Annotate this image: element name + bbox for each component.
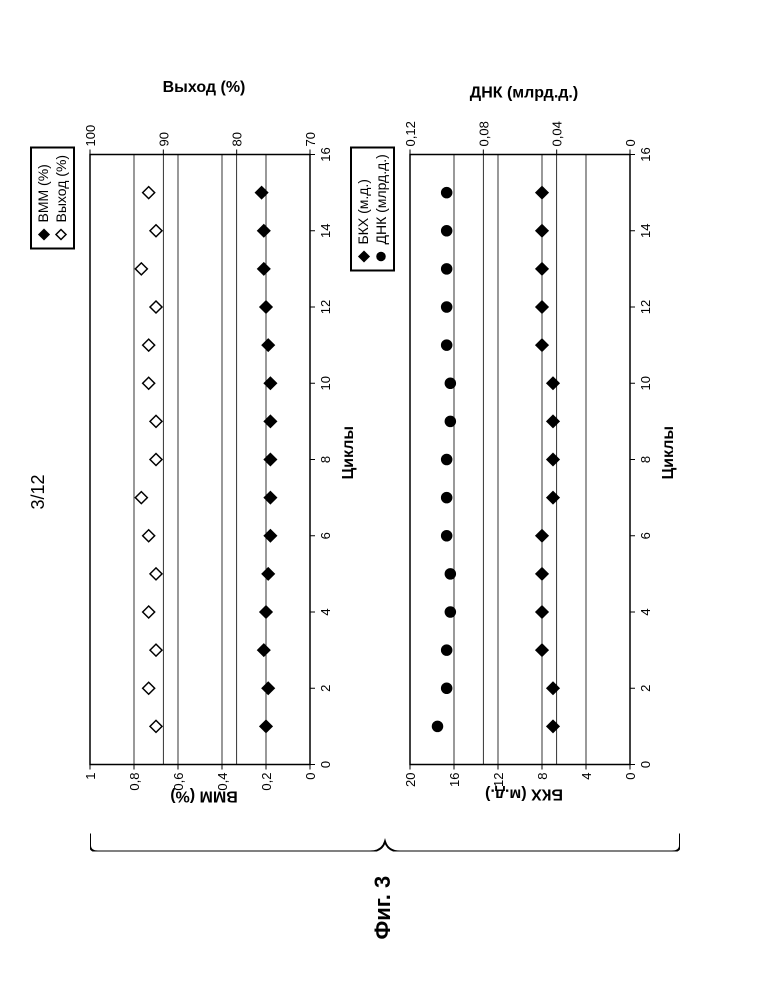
svg-text:90: 90 (156, 132, 171, 146)
svg-text:0: 0 (318, 760, 333, 767)
svg-text:0: 0 (638, 760, 653, 767)
svg-text:16: 16 (638, 147, 653, 161)
rotated-canvas: 3/12 Фиг. 3 024681012141600,20,40,60,817… (0, 0, 772, 999)
bottom-left-axis-label: БКХ (м.д.) (485, 784, 563, 802)
svg-text:0,12: 0,12 (403, 121, 418, 146)
svg-text:6: 6 (318, 532, 333, 539)
svg-text:12: 12 (638, 299, 653, 313)
top-chart-legend: ВММ (%)Выход (%) (30, 146, 75, 249)
svg-text:4: 4 (318, 608, 333, 615)
bottom-x-axis-label: Циклы (660, 425, 678, 479)
svg-text:10: 10 (638, 376, 653, 390)
bottom-chart-legend: БКХ (м.д.)ДНК (млрд.д.) (350, 146, 395, 271)
svg-text:16: 16 (447, 772, 462, 786)
svg-text:100: 100 (83, 124, 98, 146)
svg-text:14: 14 (638, 223, 653, 237)
page-number: 3/12 (28, 474, 49, 509)
top-x-axis-label: Циклы (340, 425, 358, 479)
bottom-chart: 024681012141604812162000,040,080,12 БКХ … (400, 99, 680, 819)
svg-text:8: 8 (638, 455, 653, 462)
svg-text:6: 6 (638, 532, 653, 539)
svg-text:1: 1 (83, 772, 98, 779)
svg-text:8: 8 (318, 455, 333, 462)
top-right-axis-label: Выход (%) (163, 79, 246, 97)
svg-text:0: 0 (623, 139, 638, 146)
svg-text:80: 80 (230, 132, 245, 146)
svg-text:4: 4 (638, 608, 653, 615)
svg-text:4: 4 (579, 772, 594, 779)
brace-icon (90, 831, 680, 851)
svg-text:0,04: 0,04 (550, 121, 565, 146)
figure-label: Фиг. 3 (370, 875, 396, 939)
svg-text:16: 16 (318, 147, 333, 161)
svg-text:2: 2 (638, 684, 653, 691)
bottom-right-axis-label: ДНК (млрд.д.) (470, 84, 578, 102)
svg-text:0,08: 0,08 (476, 121, 491, 146)
svg-text:12: 12 (318, 299, 333, 313)
svg-text:14: 14 (318, 223, 333, 237)
svg-text:20: 20 (403, 772, 418, 786)
svg-text:0: 0 (303, 772, 318, 779)
top-chart: 024681012141600,20,40,60,81708090100 ВММ… (80, 99, 360, 819)
svg-text:10: 10 (318, 376, 333, 390)
svg-text:70: 70 (303, 132, 318, 146)
top-left-axis-label: ВММ (%) (170, 786, 238, 804)
svg-text:0,8: 0,8 (127, 772, 142, 790)
svg-text:2: 2 (318, 684, 333, 691)
svg-text:8: 8 (535, 772, 550, 779)
bottom-chart-svg: 024681012141604812162000,040,080,12 (400, 99, 680, 819)
svg-text:0,2: 0,2 (259, 772, 274, 790)
svg-text:0: 0 (623, 772, 638, 779)
top-chart-svg: 024681012141600,20,40,60,81708090100 (80, 99, 360, 819)
